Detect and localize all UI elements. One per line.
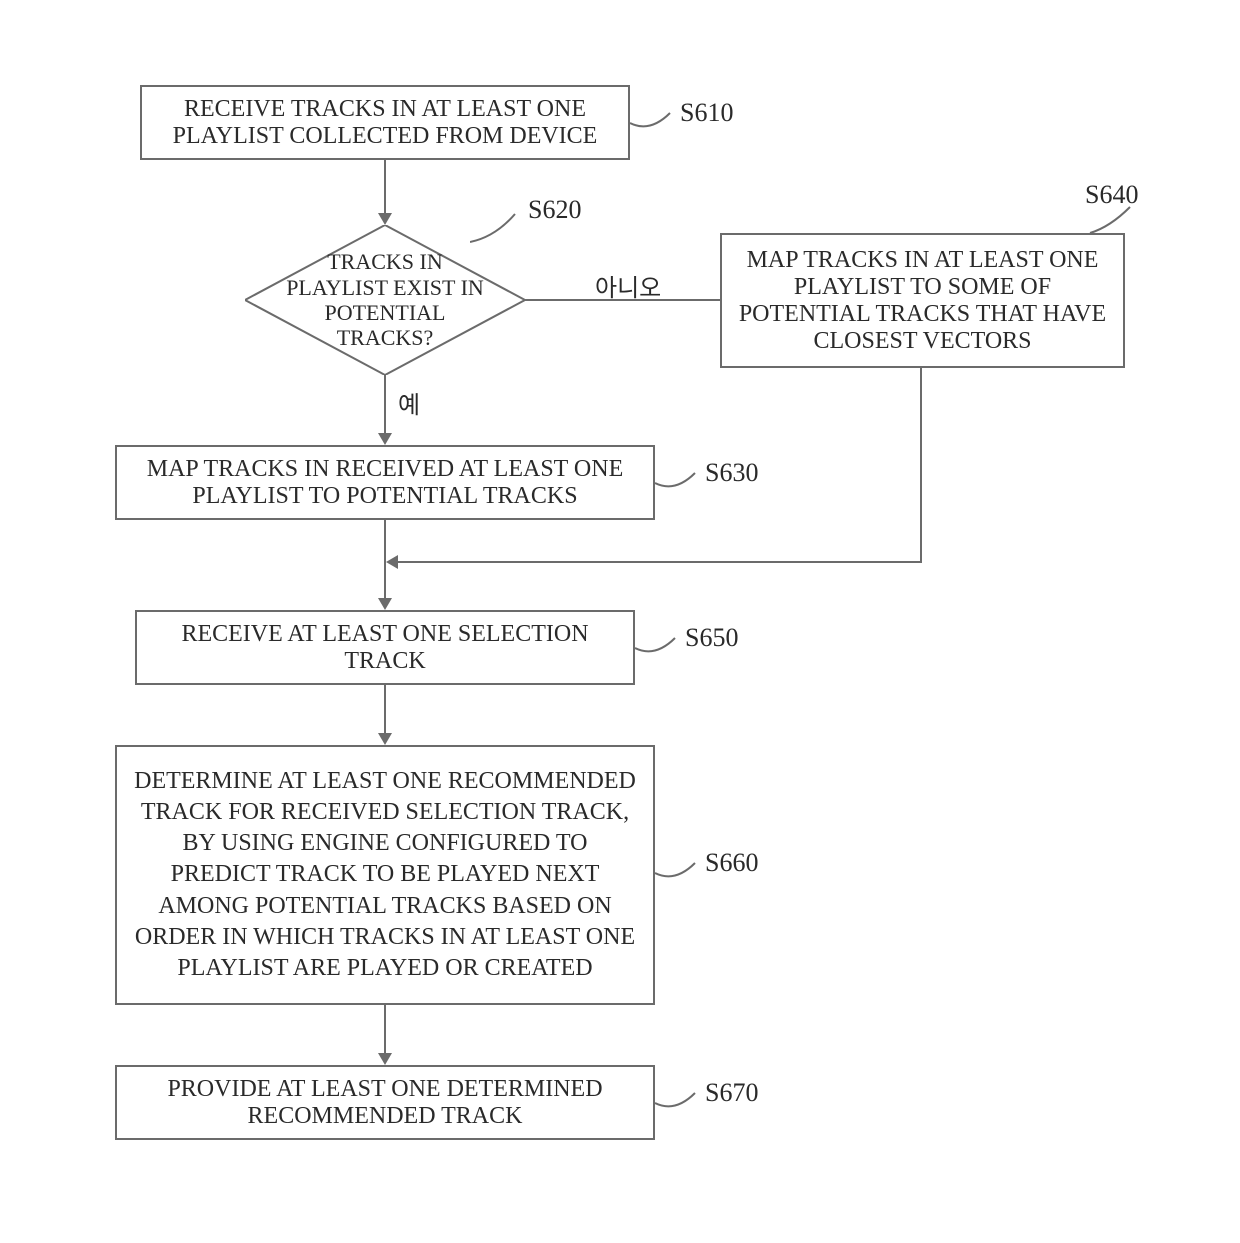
flowchart-node-s610: RECEIVE TRACKS IN AT LEAST ONE PLAYLIST … [140, 85, 630, 160]
label-connector-s620 [470, 212, 520, 247]
flowchart-node-s640: MAP TRACKS IN AT LEAST ONE PLAYLIST TO S… [720, 233, 1125, 368]
node-text: RECEIVE TRACKS IN AT LEAST ONE PLAYLIST … [158, 96, 612, 150]
node-text: RECEIVE AT LEAST ONE SELECTION TRACK [153, 621, 617, 675]
node-text: MAP TRACKS IN AT LEAST ONE PLAYLIST TO S… [738, 247, 1107, 355]
node-label-s650: S650 [685, 623, 738, 653]
node-text: MAP TRACKS IN RECEIVED AT LEAST ONE PLAY… [133, 456, 637, 510]
label-connector-s630 [655, 468, 700, 498]
flowchart-node-s650: RECEIVE AT LEAST ONE SELECTION TRACK [135, 610, 635, 685]
arrow-s660-s670 [384, 1005, 386, 1055]
node-label-s630: S630 [705, 458, 758, 488]
arrowhead-s640-merge [386, 555, 398, 569]
flowchart-node-s620: TRACKS IN PLAYLIST EXIST IN POTENTIAL TR… [245, 225, 525, 375]
edge-label-no: 아니오 [595, 268, 661, 303]
flowchart-node-s670: PROVIDE AT LEAST ONE DETERMINED RECOMMEN… [115, 1065, 655, 1140]
node-label-s670: S670 [705, 1078, 758, 1108]
node-label-s640: S640 [1085, 180, 1138, 210]
label-connector-s670 [655, 1088, 700, 1118]
node-text: TRACKS IN PLAYLIST EXIST IN POTENTIAL TR… [285, 249, 485, 350]
arrowhead-s630-down [378, 598, 392, 610]
node-text: PROVIDE AT LEAST ONE DETERMINED RECOMMEN… [133, 1076, 637, 1130]
edge-label-yes: 예 [398, 385, 420, 420]
arrowhead-s610-s620 [378, 213, 392, 225]
flowchart-node-s660: DETERMINE AT LEAST ONE RECOMMENDED TRACK… [115, 745, 655, 1005]
arrow-s640-v [920, 368, 922, 563]
label-connector-s650 [635, 633, 680, 663]
node-label-s610: S610 [680, 98, 733, 128]
node-label-s660: S660 [705, 848, 758, 878]
node-text: DETERMINE AT LEAST ONE RECOMMENDED TRACK… [133, 766, 637, 984]
flowchart-node-s630: MAP TRACKS IN RECEIVED AT LEAST ONE PLAY… [115, 445, 655, 520]
label-connector-s640 [1085, 205, 1135, 240]
arrow-s620-s630 [384, 375, 386, 435]
arrowhead-s660-s670 [378, 1053, 392, 1065]
arrow-s640-h [398, 561, 922, 563]
label-connector-s610 [630, 108, 675, 138]
node-label-s620: S620 [528, 195, 581, 225]
arrow-s610-s620 [384, 160, 386, 215]
arrowhead-s620-s630 [378, 433, 392, 445]
arrow-s650-s660 [384, 685, 386, 735]
arrowhead-s650-s660 [378, 733, 392, 745]
label-connector-s660 [655, 858, 700, 888]
